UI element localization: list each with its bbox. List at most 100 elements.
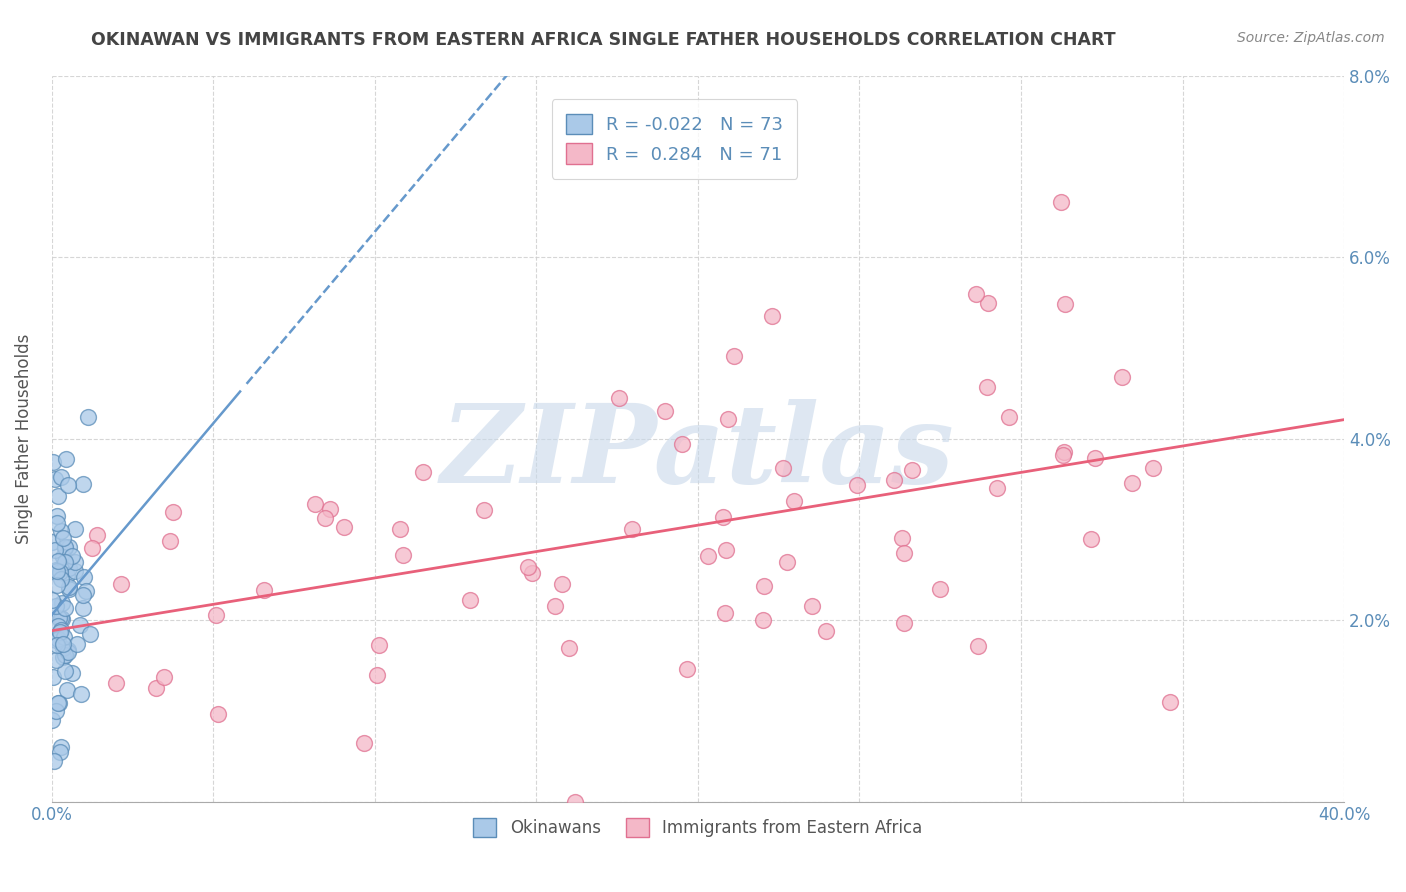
Point <box>58 478 80 492</box>
Point <box>49 524 72 538</box>
Point <box>53 540 76 554</box>
Point <box>80 541 103 555</box>
Point <box>723 349 745 363</box>
Point <box>801 599 824 613</box>
Point <box>1052 448 1074 462</box>
Point <box>314 511 336 525</box>
Point <box>1050 194 1073 209</box>
Point <box>42 670 65 684</box>
Point <box>986 481 1008 495</box>
Point <box>1053 297 1076 311</box>
Point <box>697 549 720 563</box>
Point <box>72 601 94 615</box>
Point <box>783 493 806 508</box>
Point <box>1111 370 1133 384</box>
Point <box>48 696 70 710</box>
Point <box>49 572 72 586</box>
Point <box>353 736 375 750</box>
Point <box>65 555 87 569</box>
Point <box>458 593 481 607</box>
Point <box>472 503 495 517</box>
Point <box>66 637 89 651</box>
Point <box>55 452 77 467</box>
Point <box>392 548 415 562</box>
Point <box>51 612 73 626</box>
Point <box>145 681 167 695</box>
Point <box>48 611 70 625</box>
Point <box>368 638 391 652</box>
Point <box>621 522 644 536</box>
Point <box>717 412 740 426</box>
Point <box>520 566 543 581</box>
Point <box>79 627 101 641</box>
Point <box>73 570 96 584</box>
Point <box>49 624 72 639</box>
Point <box>76 410 98 425</box>
Point <box>46 516 69 530</box>
Point <box>49 470 72 484</box>
Point <box>52 531 75 545</box>
Point <box>52 550 75 565</box>
Point <box>56 643 79 657</box>
Point <box>1159 695 1181 709</box>
Point <box>772 461 794 475</box>
Point <box>51 596 73 610</box>
Point <box>105 676 128 690</box>
Point <box>60 549 83 563</box>
Point <box>44 542 66 557</box>
Point <box>52 637 75 651</box>
Point <box>671 437 693 451</box>
Text: OKINAWAN VS IMMIGRANTS FROM EASTERN AFRICA SINGLE FATHER HOUSEHOLDS CORRELATION : OKINAWAN VS IMMIGRANTS FROM EASTERN AFRI… <box>91 31 1116 49</box>
Point <box>998 410 1021 425</box>
Point <box>714 607 737 621</box>
Point <box>929 582 952 596</box>
Point <box>58 540 80 554</box>
Point <box>52 641 75 656</box>
Point <box>63 565 86 579</box>
Point <box>51 610 73 624</box>
Point <box>977 296 1000 310</box>
Point <box>52 649 75 664</box>
Point <box>110 576 132 591</box>
Point <box>1142 461 1164 475</box>
Point <box>46 565 69 579</box>
Point <box>752 579 775 593</box>
Point <box>72 588 94 602</box>
Point <box>45 653 67 667</box>
Point <box>45 578 67 592</box>
Point <box>607 391 630 405</box>
Point <box>319 501 342 516</box>
Point <box>776 555 799 569</box>
Point <box>752 613 775 627</box>
Point <box>46 632 69 647</box>
Point <box>544 599 567 613</box>
Point <box>846 478 869 492</box>
Point <box>75 584 97 599</box>
Point <box>42 454 65 468</box>
Point <box>41 713 63 727</box>
Point <box>56 645 79 659</box>
Point <box>654 403 676 417</box>
Point <box>60 665 83 680</box>
Point <box>58 582 80 596</box>
Point <box>44 472 66 486</box>
Point <box>159 534 181 549</box>
Point <box>207 706 229 721</box>
Point <box>517 560 540 574</box>
Point <box>69 618 91 632</box>
Point <box>1121 475 1143 490</box>
Point <box>558 640 581 655</box>
Legend: Okinawans, Immigrants from Eastern Africa: Okinawans, Immigrants from Eastern Afric… <box>467 812 929 844</box>
Point <box>53 601 76 615</box>
Point <box>551 576 574 591</box>
Point <box>58 580 80 594</box>
Point <box>53 555 76 569</box>
Point <box>714 542 737 557</box>
Point <box>49 745 72 759</box>
Point <box>53 630 76 644</box>
Point <box>55 682 77 697</box>
Point <box>966 639 988 653</box>
Text: ZIPatlas: ZIPatlas <box>441 400 955 507</box>
Point <box>46 619 69 633</box>
Point <box>58 561 80 575</box>
